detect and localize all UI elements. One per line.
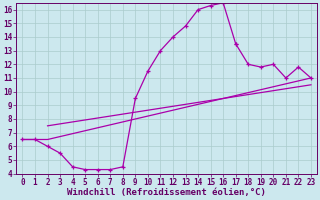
X-axis label: Windchill (Refroidissement éolien,°C): Windchill (Refroidissement éolien,°C) bbox=[67, 188, 266, 197]
